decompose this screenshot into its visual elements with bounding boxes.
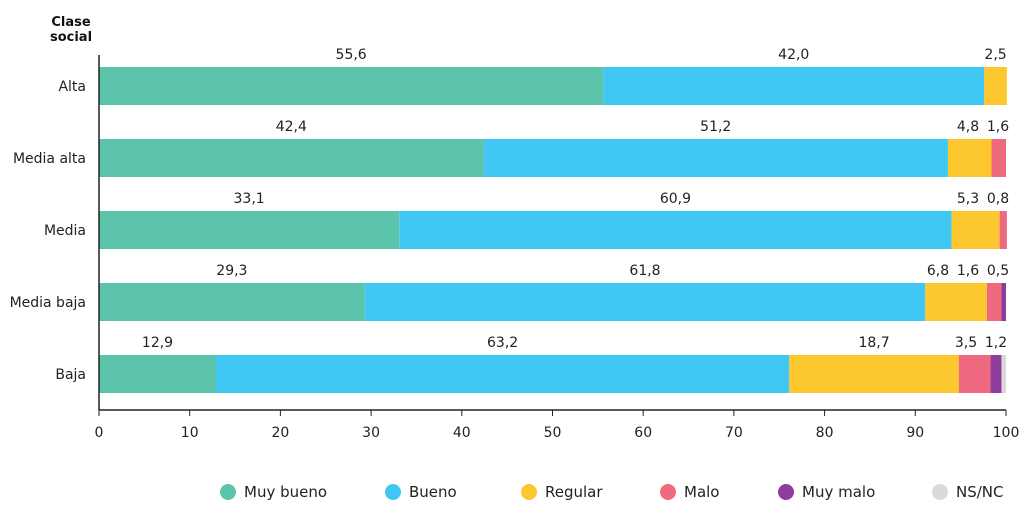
legend-item-muy-bueno: Muy bueno <box>220 483 327 501</box>
bar-media-malo <box>999 211 1007 249</box>
bar-media-alta-regular <box>947 139 992 177</box>
label-media-baja-malo: 1,6 <box>957 263 979 279</box>
y-axis-title: Clase social <box>50 15 92 45</box>
label-baja-muy-malo: 1,2 <box>985 335 1007 351</box>
label-media-muy-bueno: 33,1 <box>234 191 265 207</box>
legend-label-malo: Malo <box>684 483 719 501</box>
category-label-baja: Baja <box>55 367 86 383</box>
x-tick-label-20: 20 <box>271 425 289 441</box>
legend-label-ns-nc: NS/NC <box>956 483 1004 501</box>
label-media-regular: 5,3 <box>957 191 979 207</box>
legend-swatch-ns-nc <box>932 484 948 500</box>
bar-media-alta-bueno <box>483 139 948 177</box>
legend-swatch-malo <box>660 484 676 500</box>
bar-media-regular <box>951 211 1000 249</box>
legend-label-regular: Regular <box>545 483 603 501</box>
x-tick-label-70: 70 <box>725 425 743 441</box>
legend-item-bueno: Bueno <box>385 483 457 501</box>
label-media-alta-bueno: 51,2 <box>700 119 731 135</box>
category-labels-group: Alta Media alta Media Media baja Baja <box>10 79 86 383</box>
bars-group <box>99 67 1007 393</box>
category-label-media-alta: Media alta <box>13 151 86 167</box>
x-tick-label-100: 100 <box>993 425 1020 441</box>
legend-item-regular: Regular <box>521 483 603 501</box>
legend-item-malo: Malo <box>660 483 719 501</box>
label-alta-bueno: 42,0 <box>778 47 809 63</box>
legend-label-muy-bueno: Muy bueno <box>244 483 327 501</box>
legend-swatch-bueno <box>385 484 401 500</box>
axes-group: 0 10 20 30 40 50 60 70 80 90 100 <box>95 55 1020 441</box>
bar-media-baja-muy-malo <box>1001 283 1006 321</box>
label-alta-muy-bueno: 55,6 <box>336 47 367 63</box>
bar-baja-bueno <box>216 355 790 393</box>
bar-media-alta-malo <box>991 139 1006 177</box>
label-media-bueno: 60,9 <box>660 191 691 207</box>
bar-baja-malo <box>958 355 991 393</box>
bar-media-baja-regular <box>925 283 987 321</box>
label-media-alta-regular: 4,8 <box>957 119 979 135</box>
legend: Muy bueno Bueno Regular Malo Muy malo NS/NC <box>220 483 1004 501</box>
data-labels-group: 55,6 42,0 2,5 42,4 51,2 4,8 1,6 33,1 60,9 5,3 0,8 2… <box>142 47 1009 351</box>
label-media-baja-muy-malo: 0,5 <box>987 263 1009 279</box>
legend-swatch-muy-bueno <box>220 484 236 500</box>
bar-media-muy-bueno <box>99 211 400 249</box>
legend-swatch-regular <box>521 484 537 500</box>
x-tick-label-90: 90 <box>906 425 924 441</box>
bar-baja-regular <box>789 355 959 393</box>
legend-swatch-muy-malo <box>778 484 794 500</box>
bar-media-baja-bueno <box>364 283 926 321</box>
bar-baja-ns-nc <box>1001 355 1006 393</box>
legend-item-muy-malo: Muy malo <box>778 483 875 501</box>
category-label-alta: Alta <box>58 79 86 95</box>
label-baja-bueno: 63,2 <box>487 335 518 351</box>
label-baja-malo: 3,5 <box>955 335 977 351</box>
label-baja-regular: 18,7 <box>858 335 889 351</box>
x-tick-label-40: 40 <box>453 425 471 441</box>
category-label-media: Media <box>44 223 86 239</box>
bar-baja-muy-bueno <box>99 355 217 393</box>
bar-baja-muy-malo <box>990 355 1002 393</box>
label-media-malo: 0,8 <box>987 191 1009 207</box>
x-tick-label-50: 50 <box>544 425 562 441</box>
bar-alta-muy-bueno <box>99 67 604 105</box>
legend-label-muy-malo: Muy malo <box>802 483 875 501</box>
label-media-alta-muy-bueno: 42,4 <box>276 119 307 135</box>
label-alta-regular: 2,5 <box>984 47 1006 63</box>
label-media-alta-malo: 1,6 <box>987 119 1009 135</box>
label-media-baja-regular: 6,8 <box>927 263 949 279</box>
x-tick-label-0: 0 <box>95 425 104 441</box>
bar-alta-regular <box>984 67 1007 105</box>
category-label-media-baja: Media baja <box>10 295 86 311</box>
x-tick-label-80: 80 <box>816 425 834 441</box>
x-tick-label-10: 10 <box>181 425 199 441</box>
x-tick-label-30: 30 <box>362 425 380 441</box>
x-tick-label-60: 60 <box>634 425 652 441</box>
label-media-baja-bueno: 61,8 <box>629 263 660 279</box>
label-media-baja-muy-bueno: 29,3 <box>216 263 247 279</box>
legend-label-bueno: Bueno <box>409 483 457 501</box>
bar-media-bueno <box>399 211 952 249</box>
bar-media-baja-muy-bueno <box>99 283 365 321</box>
bar-media-baja-malo <box>986 283 1002 321</box>
bar-alta-bueno <box>603 67 985 105</box>
bar-media-alta-muy-bueno <box>99 139 484 177</box>
label-baja-muy-bueno: 12,9 <box>142 335 173 351</box>
legend-item-ns-nc: NS/NC <box>932 483 1004 501</box>
